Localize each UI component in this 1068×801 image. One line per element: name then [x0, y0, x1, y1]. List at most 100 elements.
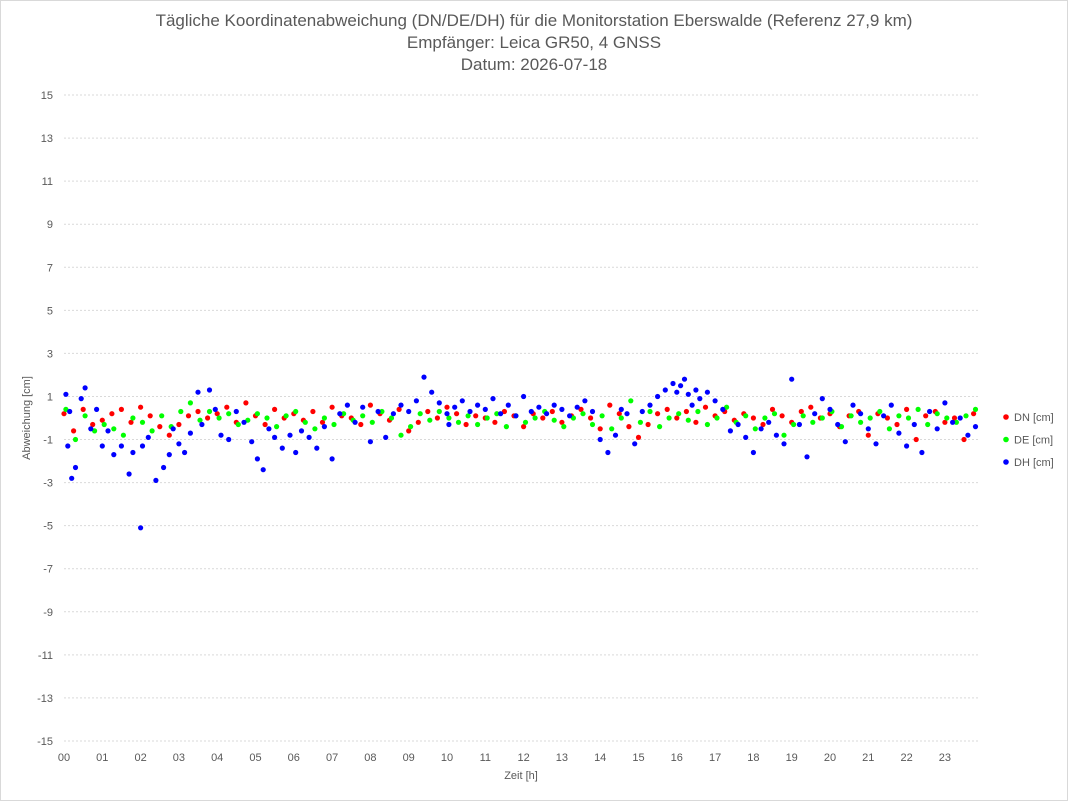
- point-de: [685, 417, 691, 423]
- point-de: [187, 400, 193, 406]
- point-dn: [310, 408, 316, 415]
- point-de: [427, 417, 433, 423]
- y-tick-label: -13: [37, 693, 53, 705]
- point-de: [379, 408, 385, 415]
- point-dn: [147, 413, 153, 419]
- point-dn: [262, 421, 268, 428]
- point-dn: [521, 424, 527, 430]
- point-dh: [170, 426, 176, 432]
- point-dn: [942, 419, 948, 425]
- point-dh: [212, 406, 218, 412]
- point-dh: [712, 398, 718, 404]
- point-dn: [798, 408, 804, 415]
- point-dh: [241, 419, 247, 425]
- point-de: [781, 432, 787, 438]
- point-dh: [972, 424, 979, 430]
- point-dn: [769, 406, 776, 412]
- point-de: [82, 413, 88, 419]
- point-dh: [812, 411, 818, 417]
- x-tick-label: 00: [58, 752, 70, 764]
- point-dn: [118, 406, 124, 412]
- point-de: [532, 415, 538, 421]
- point-dn: [473, 413, 479, 419]
- point-de: [609, 426, 615, 432]
- point-dh: [681, 376, 688, 382]
- point-dh: [521, 393, 527, 400]
- x-tick-label: 10: [441, 752, 453, 764]
- point-dh: [697, 396, 703, 402]
- point-de: [819, 415, 825, 421]
- point-dn: [176, 421, 182, 428]
- point-dh: [582, 398, 588, 404]
- point-de: [178, 408, 184, 415]
- point-dh: [344, 402, 350, 408]
- point-de: [197, 417, 203, 423]
- point-dh: [896, 430, 902, 436]
- x-tick-label: 11: [480, 752, 491, 764]
- point-dh: [452, 404, 458, 410]
- y-tick-label: 13: [41, 133, 53, 145]
- point-dn: [923, 413, 929, 419]
- point-de: [695, 408, 701, 415]
- point-dh: [865, 426, 871, 432]
- x-tick-label: 07: [326, 752, 338, 764]
- point-de: [503, 424, 509, 430]
- point-dh: [429, 389, 435, 395]
- point-dn: [779, 413, 785, 419]
- point-dh: [65, 443, 71, 449]
- point-de: [915, 406, 921, 412]
- point-dh: [842, 439, 848, 445]
- point-de: [455, 419, 462, 425]
- point-de: [522, 419, 529, 425]
- point-de: [274, 424, 280, 430]
- point-de: [752, 426, 758, 432]
- point-dh: [314, 445, 320, 451]
- chart-date: Datum: 2026-07-18: [460, 55, 608, 74]
- y-tick-label: -3: [43, 478, 53, 490]
- point-de: [139, 419, 146, 425]
- point-dh: [662, 387, 668, 393]
- point-de: [657, 424, 663, 430]
- point-de: [465, 413, 471, 419]
- point-dh: [773, 432, 780, 438]
- point-dn: [904, 406, 910, 412]
- point-dh: [685, 391, 691, 397]
- point-dn: [205, 415, 211, 421]
- point-dh: [446, 421, 452, 428]
- point-dn: [588, 415, 594, 421]
- point-dh: [735, 421, 741, 428]
- point-dn: [109, 411, 115, 417]
- x-tick-label: 08: [364, 752, 376, 764]
- point-dh: [166, 452, 172, 458]
- chart-subtitle: Empfänger: Leica GR50, 4 GNSS: [406, 33, 662, 52]
- point-de: [321, 415, 327, 421]
- point-dh: [436, 400, 442, 406]
- point-dh: [559, 406, 565, 412]
- point-dh: [567, 413, 573, 419]
- point-de: [130, 415, 136, 421]
- point-dn: [358, 421, 364, 428]
- point-dh: [367, 439, 373, 445]
- point-dh: [743, 434, 749, 440]
- x-tick-label: 16: [671, 752, 683, 764]
- point-dn: [674, 415, 680, 421]
- point-de: [63, 406, 69, 412]
- point-dn: [71, 428, 77, 434]
- point-de: [886, 426, 893, 432]
- y-axis-title: Abweichung [cm]: [21, 376, 33, 460]
- x-tick-label: 21: [862, 752, 874, 764]
- point-de: [484, 415, 490, 421]
- point-dh: [78, 396, 84, 402]
- point-dh: [199, 421, 205, 428]
- point-de: [101, 421, 107, 428]
- point-dh: [69, 475, 75, 481]
- point-dh: [249, 439, 255, 445]
- point-de: [589, 421, 596, 428]
- point-dh: [467, 408, 473, 415]
- point-dh: [233, 408, 239, 415]
- point-dn: [951, 415, 958, 421]
- point-dn: [329, 404, 335, 410]
- point-dn: [683, 408, 690, 415]
- point-de: [800, 413, 806, 419]
